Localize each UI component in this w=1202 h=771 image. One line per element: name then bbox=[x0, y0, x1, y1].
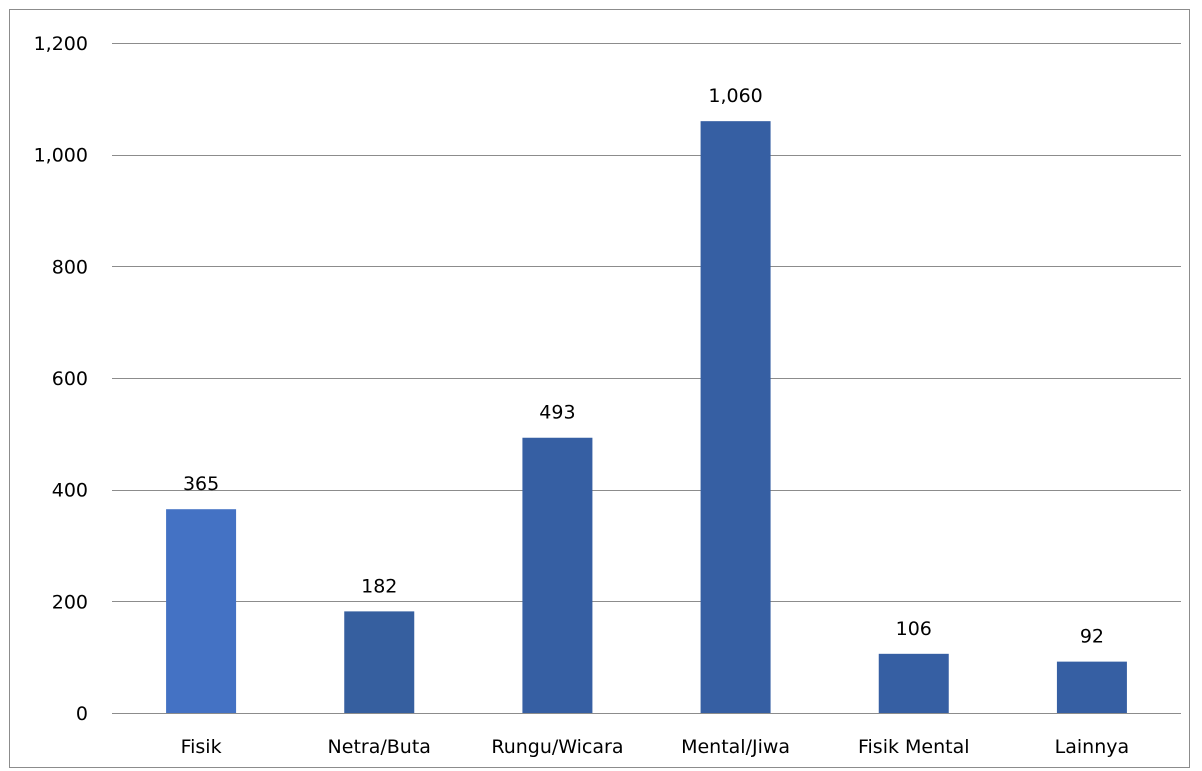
data-label: 106 bbox=[896, 618, 932, 640]
bar-netra-buta bbox=[344, 611, 415, 713]
bar-fisik-mental bbox=[878, 653, 949, 713]
x-axis-tick-labels: Fisik Netra/Buta Rungu/Wicara Mental/Jiwa Fi… bbox=[181, 736, 1130, 758]
y-tick-label: 200 bbox=[52, 591, 88, 613]
data-labels: 365 182 493 1,060 106 92 bbox=[183, 85, 1104, 647]
gridlines bbox=[112, 43, 1181, 714]
y-tick-label: 0 bbox=[76, 703, 88, 725]
bar-rungu-wicara bbox=[522, 437, 593, 713]
x-tick-label: Fisik bbox=[181, 736, 222, 758]
y-tick-label: 1,000 bbox=[34, 145, 88, 167]
y-tick-label: 800 bbox=[52, 256, 88, 278]
x-tick-label: Fisik Mental bbox=[858, 736, 970, 758]
y-tick-label: 400 bbox=[52, 480, 88, 502]
bars bbox=[166, 121, 1127, 713]
y-tick-label: 600 bbox=[52, 368, 88, 390]
bar-fisik bbox=[166, 509, 237, 713]
bar-lainnya bbox=[1056, 661, 1127, 713]
x-tick-label: Rungu/Wicara bbox=[491, 736, 623, 758]
x-tick-label: Mental/Jiwa bbox=[681, 736, 790, 758]
data-label: 1,060 bbox=[708, 85, 762, 107]
data-label: 182 bbox=[361, 575, 397, 597]
bar-mental-jiwa bbox=[700, 121, 771, 713]
data-label: 92 bbox=[1080, 626, 1104, 648]
data-label: 493 bbox=[539, 402, 575, 424]
y-axis-tick-labels: 0 200 400 600 800 1,000 1,200 bbox=[34, 33, 88, 725]
x-tick-label: Lainnya bbox=[1055, 736, 1129, 758]
data-label: 365 bbox=[183, 473, 219, 495]
y-tick-label: 1,200 bbox=[34, 33, 88, 55]
x-tick-label: Netra/Buta bbox=[328, 736, 431, 758]
